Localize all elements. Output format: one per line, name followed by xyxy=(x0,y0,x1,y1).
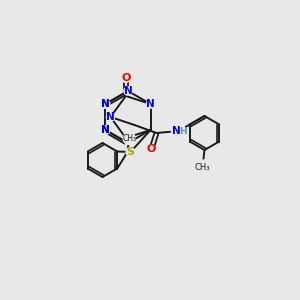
Text: CH₃: CH₃ xyxy=(195,163,210,172)
Text: N: N xyxy=(146,99,155,109)
Circle shape xyxy=(146,100,154,108)
Circle shape xyxy=(172,124,185,138)
Text: CH₃: CH₃ xyxy=(122,134,136,143)
Circle shape xyxy=(147,145,156,153)
Circle shape xyxy=(124,87,132,95)
Circle shape xyxy=(101,126,110,134)
Text: N: N xyxy=(101,125,110,135)
Text: H: H xyxy=(179,127,187,136)
Text: N: N xyxy=(101,125,110,135)
Text: S: S xyxy=(127,147,134,157)
Circle shape xyxy=(101,126,110,134)
Circle shape xyxy=(101,126,110,134)
Text: N: N xyxy=(124,86,132,96)
Text: N: N xyxy=(106,112,115,122)
Circle shape xyxy=(101,100,110,108)
Circle shape xyxy=(126,148,135,156)
Text: N: N xyxy=(172,126,181,136)
Text: N: N xyxy=(101,99,110,109)
Text: N: N xyxy=(101,99,110,109)
Circle shape xyxy=(196,160,209,174)
Text: O: O xyxy=(147,144,156,154)
Circle shape xyxy=(101,100,110,108)
Circle shape xyxy=(123,133,135,145)
Text: O: O xyxy=(121,73,130,83)
Text: N: N xyxy=(101,125,110,135)
Circle shape xyxy=(122,74,130,82)
Circle shape xyxy=(106,113,115,121)
